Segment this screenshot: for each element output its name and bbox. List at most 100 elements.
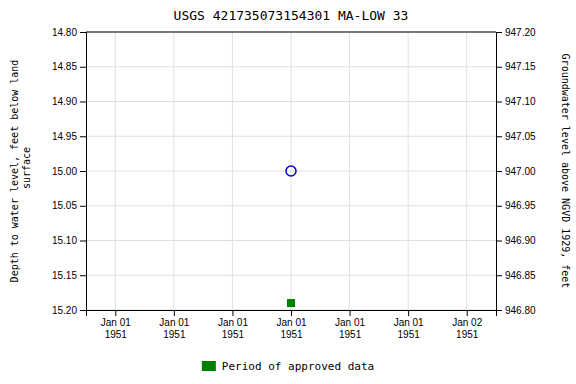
y2-tick-label: 947.10	[505, 96, 536, 107]
point-square	[287, 299, 295, 307]
y2-tick: 947.10	[496, 96, 536, 107]
y2-tick: 947.15	[496, 61, 536, 72]
grid-line-x	[349, 32, 350, 310]
frame-top	[86, 32, 496, 33]
legend-item: Period of approved data	[202, 360, 374, 373]
y-tick-label: 14.85	[52, 61, 77, 72]
y-axis-label: Depth to water level, feet below land su…	[9, 60, 32, 283]
y-tick-line	[80, 67, 86, 68]
y2-tick: 946.85	[496, 270, 536, 281]
plot: Jan 011951Jan 011951Jan 011951Jan 011951…	[52, 27, 536, 340]
text-line: 1951	[398, 329, 421, 340]
y2-tick-line	[496, 206, 502, 207]
grid-line-x	[291, 32, 292, 310]
y2-tick: 947.00	[496, 166, 536, 177]
text-line: Jan 01	[159, 317, 189, 328]
text-line: 1951	[339, 329, 362, 340]
y-tick-label: 15.00	[52, 166, 77, 177]
y2-tick-label: 946.95	[505, 200, 536, 211]
y-tick-label: 14.95	[52, 131, 77, 142]
text-line: 1951	[280, 329, 303, 340]
x-tick-label: Jan 011951	[335, 317, 365, 340]
legend: Period of approved data	[202, 360, 374, 373]
text-line: Jan 02	[452, 317, 482, 328]
x-axis: Jan 011951Jan 011951Jan 011951Jan 011951…	[87, 310, 497, 340]
y-tick-line	[80, 171, 86, 172]
x-tick: Jan 011951	[101, 310, 131, 340]
x-tick: Jan 011951	[218, 310, 248, 340]
point-circle	[286, 166, 296, 176]
y-tick: 14.90	[52, 96, 86, 107]
x-tick-line	[467, 310, 468, 316]
x-tick-line	[350, 310, 351, 316]
y2-tick-label: 947.00	[505, 166, 536, 177]
text-line: Jan 01	[276, 317, 306, 328]
x-tick-label: Jan 021951	[452, 317, 482, 340]
y2-tick-label: 946.85	[505, 270, 536, 281]
y2-tick-line	[496, 67, 502, 68]
text-line: surface	[21, 147, 32, 195]
x-tick: Jan 011951	[394, 310, 424, 340]
text-line: 1951	[105, 329, 128, 340]
y2-axis-line	[497, 33, 503, 311]
grid	[86, 32, 496, 310]
y2-tick-label: 947.20	[505, 27, 536, 38]
y2-tick: 947.20	[496, 27, 536, 38]
y2-axis: 947.20 947.15 947.10 947.05 947.00 946.95 946.…	[496, 27, 536, 316]
x-tick-label: Jan 011951	[159, 317, 189, 340]
text-line: 1951	[456, 329, 479, 340]
y-tick-label: 14.80	[52, 27, 77, 38]
y-tick: 15.20	[52, 305, 86, 316]
y-tick: 14.95	[52, 131, 86, 142]
grid-line-x	[115, 32, 116, 310]
y-tick: 15.05	[52, 200, 86, 211]
x-tick-line	[115, 310, 116, 316]
chart: Jan 011951Jan 011951Jan 011951Jan 011951…	[0, 0, 576, 384]
y-tick: 15.00	[52, 166, 86, 177]
y2-tick-line	[496, 275, 502, 276]
y-tick-line	[80, 136, 86, 137]
y2-tick-line	[496, 310, 502, 311]
y2-tick-label: 947.05	[505, 131, 536, 142]
text-line: Jan 01	[394, 317, 424, 328]
y-tick: 15.15	[52, 270, 86, 281]
x-tick-line	[291, 310, 292, 316]
x-tick-label: Jan 011951	[394, 317, 424, 340]
x-axis-line	[87, 311, 497, 317]
x-tick: Jan 021951	[452, 310, 482, 340]
grid-line-x	[466, 32, 467, 310]
y2-tick-line	[496, 136, 502, 137]
series	[287, 299, 295, 307]
legend-label: Period of approved data	[222, 360, 374, 373]
x-tick: Jan 011951	[159, 310, 189, 340]
text-line: 1951	[222, 329, 245, 340]
y-tick: 15.10	[52, 235, 86, 246]
grid-line-x	[408, 32, 409, 310]
y2-axis-label: Groundwater level above NGVD 1929, feet	[560, 54, 571, 289]
y-axis: 14.80 14.85 14.90 14.95 15.00 15.05 15.10 15.15…	[52, 27, 87, 316]
x-tick-label: Jan 011951	[276, 317, 306, 340]
x-tick-label: Jan 011951	[218, 317, 248, 340]
text-line: Jan 01	[101, 317, 131, 328]
series	[286, 166, 296, 176]
y2-tick-line	[496, 32, 502, 33]
legend-swatch	[202, 361, 216, 371]
y-tick-line	[80, 241, 86, 242]
x-tick-line	[408, 310, 409, 316]
x-tick: Jan 011951	[335, 310, 365, 340]
y-tick-line	[80, 275, 86, 276]
y2-tick-line	[496, 171, 502, 172]
y-tick: 14.85	[52, 61, 86, 72]
y2-tick: 947.05	[496, 131, 536, 142]
grid-line-y	[86, 32, 496, 33]
y-axis-line	[80, 33, 87, 311]
y-tick-label: 15.20	[52, 305, 77, 316]
y-tick-line	[80, 102, 86, 103]
y-tick-line	[80, 32, 86, 33]
y-tick: 14.80	[52, 27, 86, 38]
x-tick-label: Jan 011951	[101, 317, 131, 340]
y-tick-label: 14.90	[52, 96, 77, 107]
y2-tick: 946.80	[496, 305, 536, 316]
y2-tick-label: 946.80	[505, 305, 536, 316]
y2-tick-label: 947.15	[505, 61, 536, 72]
